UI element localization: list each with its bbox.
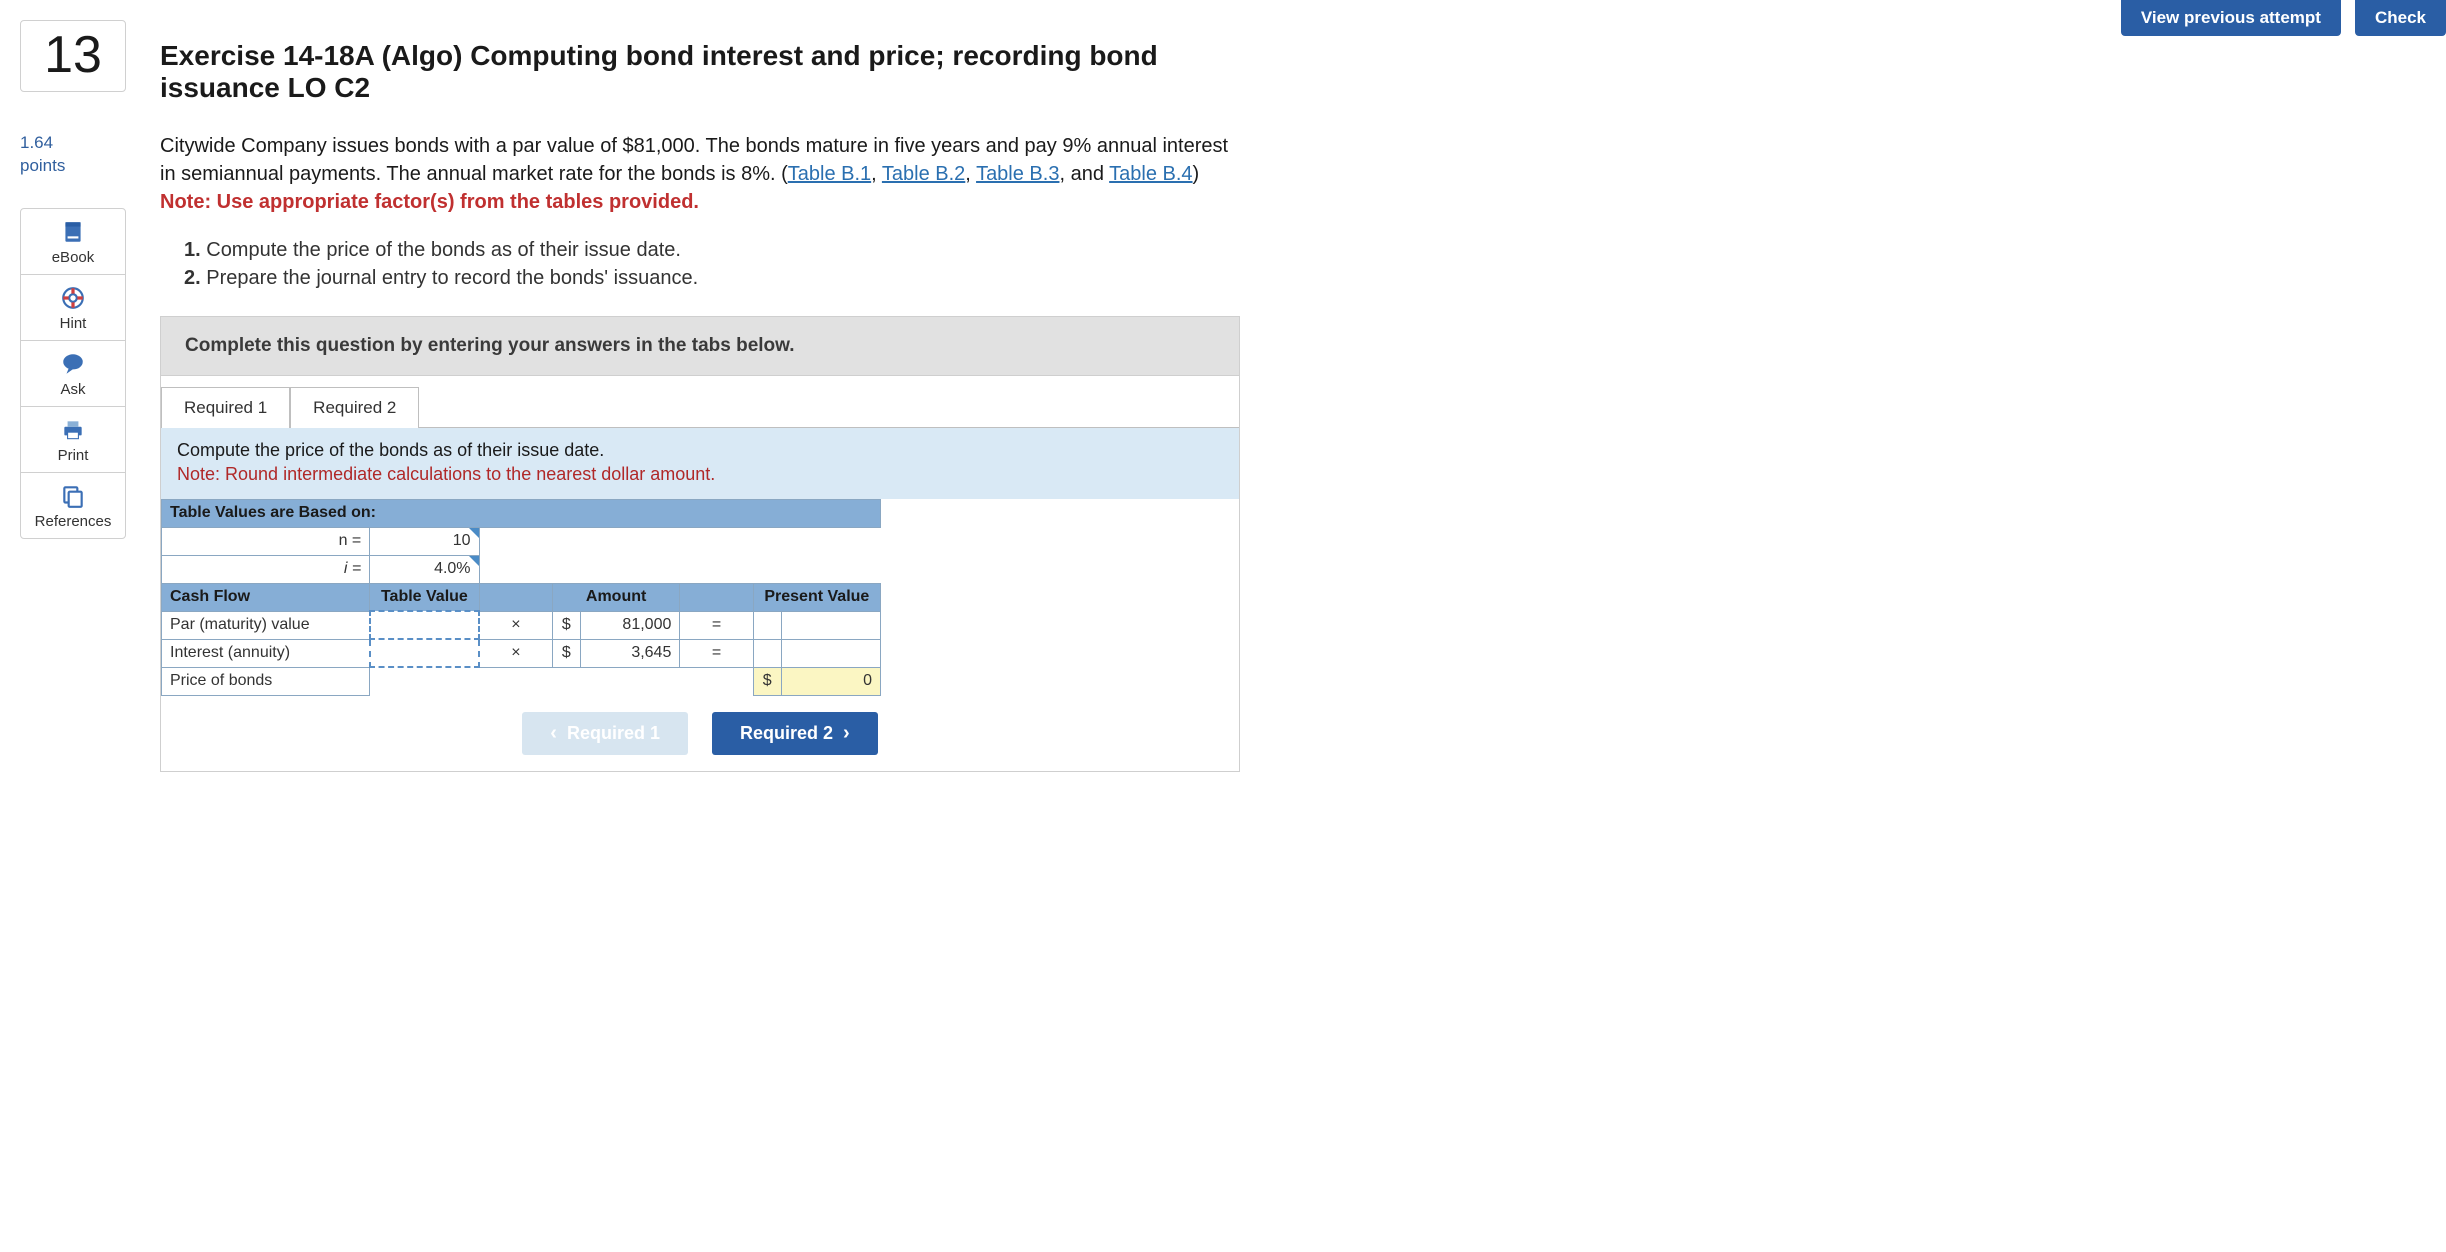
n-label: n = — [162, 527, 370, 555]
hint-label: Hint — [60, 315, 87, 332]
ask-label: Ask — [60, 381, 85, 398]
points-block: 1.64 points — [20, 132, 126, 178]
row2-tablevalue-input[interactable] — [370, 639, 479, 667]
view-previous-attempt-button[interactable]: View previous attempt — [2121, 0, 2341, 36]
row2-label: Interest (annuity) — [162, 639, 370, 667]
table-row: Price of bonds $ 0 — [162, 667, 881, 695]
dropdown-corner-icon — [469, 528, 479, 538]
col-amount: Amount — [552, 583, 679, 611]
table-b2-link[interactable]: Table B.2 — [882, 163, 965, 185]
table-b1-link[interactable]: Table B.1 — [788, 163, 871, 185]
lifebuoy-icon — [60, 285, 86, 311]
n-value-cell[interactable]: 10 — [370, 527, 479, 555]
table-b3-link[interactable]: Table B.3 — [976, 163, 1059, 185]
row2-pv-input[interactable] — [781, 639, 880, 667]
calculation-table: Table Values are Based on: n = 10 — [161, 499, 881, 696]
next-required-button[interactable]: Required 2 › — [712, 712, 878, 755]
i-label: i = — [162, 555, 370, 583]
ask-button[interactable]: Ask — [21, 341, 125, 407]
table-row: Par (maturity) value × $ 81,000 = — [162, 611, 881, 639]
exercise-title: Exercise 14-18A (Algo) Computing bond in… — [160, 40, 1240, 104]
row2-amount[interactable]: 3,645 — [580, 639, 680, 667]
i-value-cell[interactable]: 4.0% — [370, 555, 479, 583]
main-content: Exercise 14-18A (Algo) Computing bond in… — [160, 0, 1240, 772]
print-button[interactable]: Print — [21, 407, 125, 473]
table-b4-link[interactable]: Table B.4 — [1109, 163, 1192, 185]
row1-tablevalue-input[interactable] — [370, 611, 479, 639]
dropdown-corner-icon — [469, 556, 479, 566]
tab-required-1[interactable]: Required 1 — [161, 387, 290, 428]
hint-button[interactable]: Hint — [21, 275, 125, 341]
prev-required-button[interactable]: ‹ Required 1 — [522, 712, 688, 755]
printer-icon — [60, 417, 86, 443]
next-label: Required 2 — [740, 723, 833, 744]
book-icon — [60, 219, 86, 245]
dollar-symbol: $ — [753, 667, 781, 695]
instruction-line2: Note: Round intermediate calculations to… — [177, 464, 715, 484]
chevron-right-icon: › — [843, 722, 850, 745]
answer-panel: Complete this question by entering your … — [160, 316, 1240, 772]
i-value: 4.0% — [434, 560, 470, 577]
col-tablevalue: Table Value — [370, 583, 479, 611]
tab-row: Required 1 Required 2 — [161, 376, 1239, 427]
points-label: points — [20, 156, 65, 175]
req1-text: Compute the price of the bonds as of the… — [201, 239, 681, 261]
dollar-symbol: $ — [552, 611, 580, 639]
tool-stack: eBook Hint Ask Print References — [20, 208, 126, 539]
references-button[interactable]: References — [21, 473, 125, 538]
prev-label: Required 1 — [567, 723, 660, 744]
dollar-symbol: $ — [552, 639, 580, 667]
col-pv: Present Value — [753, 583, 880, 611]
requirements-list: 1. Compute the price of the bonds as of … — [184, 236, 1240, 292]
tab-required-2[interactable]: Required 2 — [290, 387, 419, 428]
row1-amount[interactable]: 81,000 — [580, 611, 680, 639]
row1-label: Par (maturity) value — [162, 611, 370, 639]
panel-header: Complete this question by entering your … — [161, 317, 1239, 376]
copy-icon — [60, 483, 86, 509]
problem-text: Citywide Company issues bonds with a par… — [160, 132, 1240, 216]
equals-symbol: = — [680, 611, 753, 639]
instruction-bar: Compute the price of the bonds as of the… — [161, 428, 1239, 499]
left-sidebar: 13 1.64 points eBook Hint Ask — [20, 0, 126, 539]
ebook-button[interactable]: eBook — [21, 209, 125, 275]
row1-pv-input[interactable] — [781, 611, 880, 639]
equals-symbol: = — [680, 639, 753, 667]
req2-text: Prepare the journal entry to record the … — [201, 267, 698, 289]
row3-pv: 0 — [781, 667, 880, 695]
chat-icon — [60, 351, 86, 377]
problem-note: Note: Use appropriate factor(s) from the… — [160, 191, 699, 213]
references-label: References — [35, 513, 112, 530]
table-basis-header: Table Values are Based on: — [162, 499, 881, 527]
check-button[interactable]: Check — [2355, 0, 2446, 36]
print-label: Print — [58, 447, 89, 464]
instruction-line1: Compute the price of the bonds as of the… — [177, 440, 604, 460]
col-cashflow: Cash Flow — [162, 583, 370, 611]
times-symbol: × — [479, 611, 552, 639]
chevron-left-icon: ‹ — [550, 722, 557, 745]
row3-label: Price of bonds — [162, 667, 370, 695]
nav-row: ‹ Required 1 Required 2 › — [161, 712, 1239, 755]
ebook-label: eBook — [52, 249, 95, 266]
points-value: 1.64 — [20, 133, 53, 152]
table-row: Interest (annuity) × $ 3,645 = — [162, 639, 881, 667]
req2-num: 2. — [184, 267, 201, 289]
times-symbol: × — [479, 639, 552, 667]
req1-num: 1. — [184, 239, 201, 261]
question-number: 13 — [20, 20, 126, 92]
